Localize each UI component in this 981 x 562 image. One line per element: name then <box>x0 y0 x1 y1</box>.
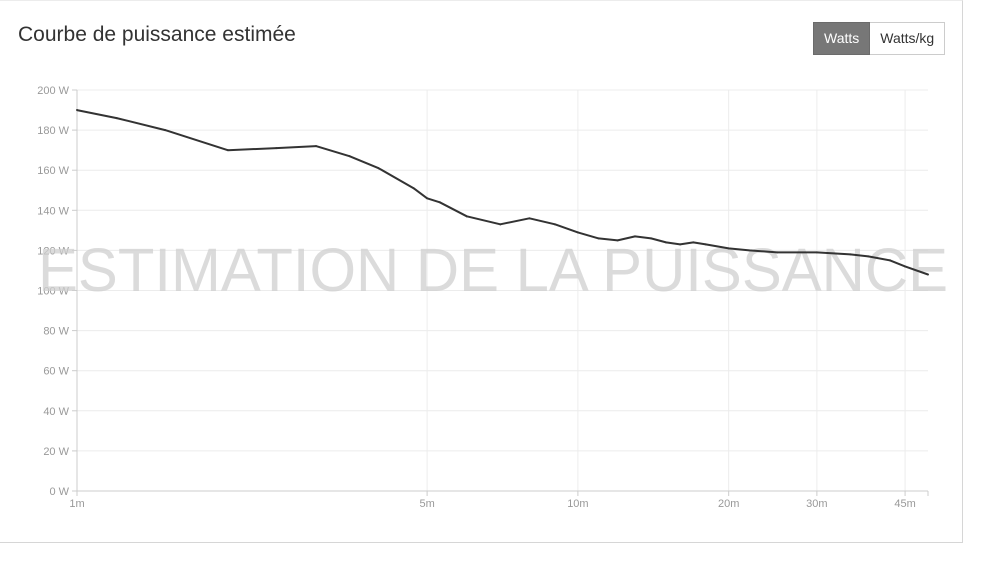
data-point <box>426 197 429 200</box>
y-tick-label: 80 W <box>43 326 69 338</box>
data-point <box>597 237 600 240</box>
data-point <box>465 215 468 218</box>
data-point <box>889 259 892 262</box>
data-point <box>412 187 415 190</box>
data-point <box>815 251 818 254</box>
y-tick-label: 40 W <box>43 406 69 418</box>
x-axis-ticks: 1m 5m 10m 20m 30m 45m <box>69 491 929 510</box>
data-point <box>76 109 78 112</box>
data-point <box>704 243 707 246</box>
watts-per-kg-button[interactable]: Watts/kg <box>870 22 946 55</box>
x-tick-label: 45m <box>894 498 915 510</box>
x-tick-label: 30m <box>806 498 827 510</box>
data-point <box>665 241 668 244</box>
data-point <box>748 249 751 252</box>
data-point <box>616 239 619 242</box>
data-point <box>867 255 870 258</box>
data-point <box>904 265 907 268</box>
data-point <box>164 129 167 132</box>
x-tick-label: 10m <box>567 498 588 510</box>
y-tick-label: 120 W <box>37 245 69 257</box>
grid-lines <box>77 89 928 491</box>
data-series <box>76 109 929 276</box>
x-tick-label: 1m <box>69 498 84 510</box>
data-point <box>275 147 278 150</box>
data-point <box>576 231 579 234</box>
data-point <box>727 247 730 250</box>
data-point <box>438 201 441 204</box>
y-tick-label: 160 W <box>37 165 69 177</box>
data-point <box>679 243 682 246</box>
data-point <box>633 235 636 238</box>
y-tick-label: 100 W <box>37 286 69 298</box>
data-point <box>499 223 502 226</box>
y-tick-label: 140 W <box>37 205 69 217</box>
x-tick-label: 20m <box>718 498 739 510</box>
watermark-text: ESTIMATION DE LA PUISSANCE <box>38 236 948 304</box>
y-tick-label: 180 W <box>37 125 69 137</box>
data-point <box>377 167 380 170</box>
data-point <box>553 223 556 226</box>
power-curve-panel: Courbe de puissance estimée Watts Watts/… <box>0 0 963 543</box>
data-point <box>348 155 351 158</box>
y-axis-ticks: 0 W 20 W 40 W 60 W 80 W 100 W 120 W 140 W 160 W 1… <box>37 85 77 498</box>
data-point <box>776 251 779 254</box>
watts-button[interactable]: Watts <box>813 22 871 55</box>
page-title: Courbe de puissance estimée <box>18 23 296 46</box>
data-point <box>115 117 118 120</box>
data-point <box>528 217 531 220</box>
data-point <box>226 149 229 152</box>
power-curve-chart: 1m 5m 10m 20m 30m 45m 0 W 20 W 40 W 60 W 80 W 100 … <box>37 85 948 510</box>
x-tick-label: 5m <box>419 498 434 510</box>
data-point <box>314 145 317 148</box>
data-point <box>927 273 929 276</box>
y-tick-label: 200 W <box>37 85 69 97</box>
y-tick-label: 60 W <box>43 366 69 378</box>
unit-toggle: Watts Watts/kg <box>813 22 946 55</box>
y-tick-label: 20 W <box>43 446 69 458</box>
data-point <box>692 241 695 244</box>
data-point <box>650 237 653 240</box>
data-point <box>849 253 852 256</box>
y-tick-label: 0 W <box>49 486 69 498</box>
